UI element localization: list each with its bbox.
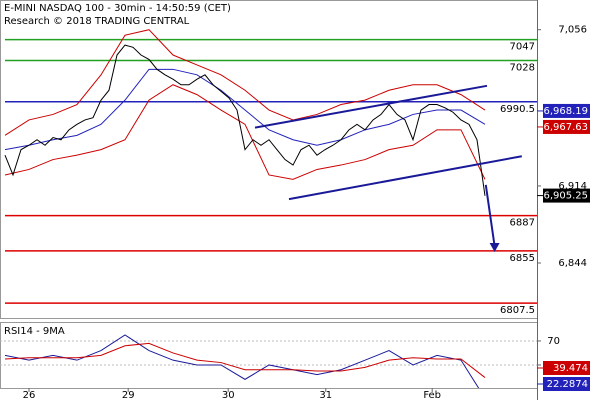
x-tick-label: 29 <box>122 390 135 400</box>
level-label: 7028 <box>510 63 535 74</box>
series-line <box>4 342 486 378</box>
main-plot <box>4 29 537 304</box>
y-tick-label: 6,914 <box>558 181 587 192</box>
series-line <box>4 29 486 136</box>
x-tick-label: 30 <box>222 390 235 400</box>
rsi-panel <box>0 322 538 389</box>
x-tick-label: 26 <box>23 390 36 400</box>
price-tag-label: 22.2874 <box>547 379 588 390</box>
rsi-plot <box>0 334 537 388</box>
price-tag <box>543 361 590 375</box>
arrow-head <box>489 242 500 252</box>
level-label: 6855 <box>510 253 535 264</box>
price-tag <box>543 188 590 203</box>
main-panel <box>0 0 538 319</box>
arrow-shaft <box>484 184 496 247</box>
level-label: 6990.5 <box>500 104 535 115</box>
series-line <box>4 44 486 196</box>
level-label: 6807.5 <box>500 305 535 316</box>
level-label: 6887 <box>510 218 535 229</box>
y-tick-label: 7,056 <box>558 25 587 36</box>
level-label: 7047 <box>510 42 535 53</box>
channel-line <box>288 155 522 201</box>
rsi-title: RSI14 - 9MA <box>4 326 65 337</box>
x-tick-label: 31 <box>319 390 332 400</box>
price-tag-label: 6,967.63 <box>543 122 588 133</box>
price-tag-label: 6,905.25 <box>543 191 588 202</box>
chart-title: E-MINI NASDAQ 100 - 30min - 14:50:59 (CE… <box>4 3 231 14</box>
channel-line <box>254 84 488 129</box>
price-tag <box>543 377 590 391</box>
price-tag-label: 39.474 <box>553 363 588 374</box>
price-tag-label: 6,968.19 <box>543 106 588 117</box>
price-tag <box>543 103 590 118</box>
price-tag <box>543 119 590 134</box>
y-tick-label: 70 <box>547 336 560 347</box>
chart-subtitle: Research © 2018 TRADING CENTRAL <box>4 16 190 27</box>
series-line <box>4 68 486 151</box>
series-line <box>4 84 486 180</box>
overlay: 7,056 6,914 6,844 26 29 30 31 Feb 7047 7028 6990.5… <box>23 25 590 400</box>
x-tick-label: Feb <box>423 390 441 400</box>
y-tick-label: 6,844 <box>558 258 587 269</box>
